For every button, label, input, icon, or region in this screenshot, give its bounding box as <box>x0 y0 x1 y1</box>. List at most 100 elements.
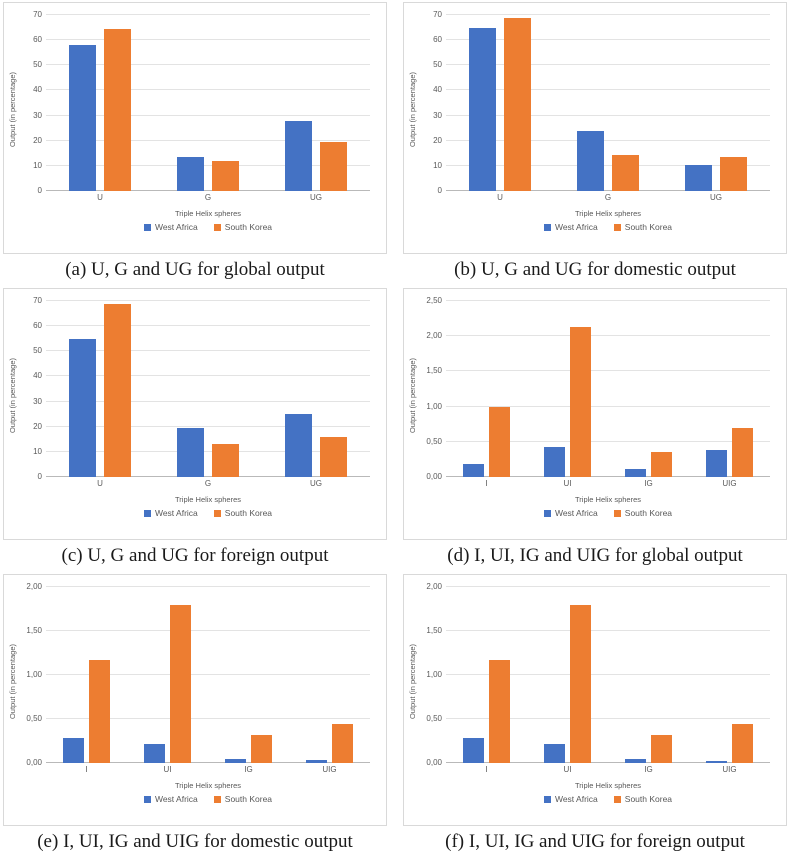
legend-label-south-korea: South Korea <box>624 794 673 804</box>
bar-south-korea-ui <box>570 605 591 763</box>
legend-label-south-korea: South Korea <box>624 222 673 232</box>
y-tick-label: 20 <box>33 135 42 145</box>
legend-label-south-korea: South Korea <box>624 508 673 518</box>
chart-caption-e: (e) I, UI, IG and UIG for domestic outpu… <box>37 831 353 852</box>
bar-south-korea-g <box>212 160 239 191</box>
bar-west-africa-u <box>69 45 96 191</box>
plot-column: 0,00 0,50 1,00 1,50 2,00 I UI IG UIG Triple Hel… <box>20 583 380 820</box>
y-tick-label: 0 <box>437 186 442 195</box>
y-tick-label: 10 <box>33 160 42 170</box>
legend-swatch-south-korea <box>613 795 621 803</box>
bar-group-u <box>446 15 554 191</box>
x-axis-line <box>446 762 770 763</box>
legend-label-west-africa: West Africa <box>554 508 598 518</box>
x-category-ig: IG <box>244 765 253 774</box>
legend-label-west-africa: West Africa <box>554 794 598 804</box>
bar-west-africa-ui <box>144 743 165 763</box>
bar-group-ui <box>127 587 208 763</box>
x-category-ug: UG <box>710 193 722 202</box>
legend: West Africa South Korea <box>46 218 370 236</box>
y-tick-label: 1,50 <box>426 626 442 635</box>
chart-panel-d: Output (in percentage) 0,00 0,50 1,00 1,50 2… <box>403 288 787 540</box>
legend-label-west-africa: West Africa <box>154 508 198 518</box>
chart-caption-a: (a) U, G and UG for global output <box>65 259 325 280</box>
legend-item-south-korea: South Korea <box>213 222 272 232</box>
plot-column: 0 10 20 30 40 50 60 70 U G UG Triple Helix sphere… <box>20 11 380 248</box>
bar-south-korea-ug <box>320 436 347 477</box>
bar-group-uig <box>289 587 370 763</box>
y-tick-label: 0,50 <box>426 436 442 446</box>
y-tick-label: 30 <box>433 110 442 120</box>
bar-group-g <box>154 301 262 477</box>
gridline <box>46 114 370 116</box>
bar-group-i <box>446 301 527 477</box>
plot-area: 0 10 20 30 40 50 60 70 <box>33 11 370 195</box>
gridline <box>46 586 370 587</box>
y-tick-label: 40 <box>33 85 42 95</box>
y-tick-label: 20 <box>33 421 42 431</box>
legend-swatch-west-africa <box>543 795 551 803</box>
x-category-ui: UI <box>563 479 572 488</box>
x-category-uig: UIG <box>322 765 337 774</box>
x-category-ui: UI <box>163 765 172 774</box>
x-category-labels: I UI IG UIG <box>446 765 770 778</box>
legend-item-south-korea: South Korea <box>613 508 673 518</box>
y-tick-label: 2,00 <box>426 582 442 591</box>
x-category-u: U <box>97 193 103 202</box>
bar-south-korea-ig <box>651 451 672 477</box>
gridline <box>446 14 770 15</box>
y-tick-label: 50 <box>433 60 442 70</box>
x-category-uig: UIG <box>722 479 737 488</box>
bar-west-africa-uig <box>306 760 327 763</box>
bar-group-ug <box>262 15 370 191</box>
gridline <box>46 325 370 327</box>
legend: West Africa South Korea <box>446 218 770 236</box>
legend-label-south-korea: South Korea <box>224 794 273 804</box>
bar-west-africa-u <box>69 338 96 477</box>
x-axis-line <box>46 476 370 477</box>
plot-column: 0,00 0,50 1,00 1,50 2,00 2,50 I UI IG UIG Triple… <box>420 297 780 534</box>
x-axis-line <box>46 762 370 763</box>
gridline <box>46 674 370 675</box>
legend-label-west-africa: West Africa <box>154 794 198 804</box>
x-category-ug: UG <box>310 193 322 202</box>
y-tick-label: 40 <box>33 371 42 381</box>
bar-west-africa-g <box>577 130 604 191</box>
gridline <box>446 630 770 631</box>
legend-item-west-africa: West Africa <box>543 508 598 518</box>
gridline <box>46 300 370 301</box>
x-category-labels: I UI IG UIG <box>446 479 770 492</box>
bar-group-i <box>46 587 127 763</box>
bar-west-africa-ig <box>225 758 246 763</box>
y-tick-label: 40 <box>433 85 442 95</box>
bar-west-africa-i <box>63 738 84 763</box>
gridline <box>446 64 770 66</box>
chart-cell-d: Output (in percentage) 0,00 0,50 1,00 1,50 2… <box>403 288 787 571</box>
chart-caption-b: (b) U, G and UG for domestic output <box>454 259 736 280</box>
y-tick-label: 50 <box>33 60 42 70</box>
gridline <box>446 370 770 372</box>
bar-west-africa-ug <box>685 164 712 191</box>
chart-cell-b: Output (in percentage) 0 10 20 30 40 50 60 70 U… <box>403 2 787 285</box>
legend-swatch-west-africa <box>543 223 551 231</box>
bar-west-africa-uig <box>706 761 727 763</box>
x-category-labels: I UI IG UIG <box>46 765 370 778</box>
gridline <box>446 718 770 719</box>
bar-south-korea-ug <box>720 157 747 191</box>
x-axis-line <box>46 190 370 191</box>
bar-group-i <box>446 587 527 763</box>
bar-south-korea-ug <box>320 141 347 191</box>
y-tick-label: 2,50 <box>426 296 442 305</box>
legend: West Africa South Korea <box>46 790 370 808</box>
gridline <box>46 630 370 631</box>
chart-panel-a: Output (in percentage) 0 10 20 30 40 50 60 70 U… <box>3 2 387 254</box>
chart-panel-f: Output (in percentage) 0,00 0,50 1,00 1,50 2… <box>403 574 787 826</box>
gridline <box>446 89 770 91</box>
plot-area: 0 10 20 30 40 50 60 70 <box>433 11 770 195</box>
legend-swatch-west-africa <box>143 795 151 803</box>
bar-west-africa-ig <box>625 758 646 763</box>
y-tick-label: 60 <box>33 321 42 331</box>
chart-cell-a: Output (in percentage) 0 10 20 30 40 50 60 70 U… <box>3 2 387 285</box>
bar-group-ig <box>608 301 689 477</box>
